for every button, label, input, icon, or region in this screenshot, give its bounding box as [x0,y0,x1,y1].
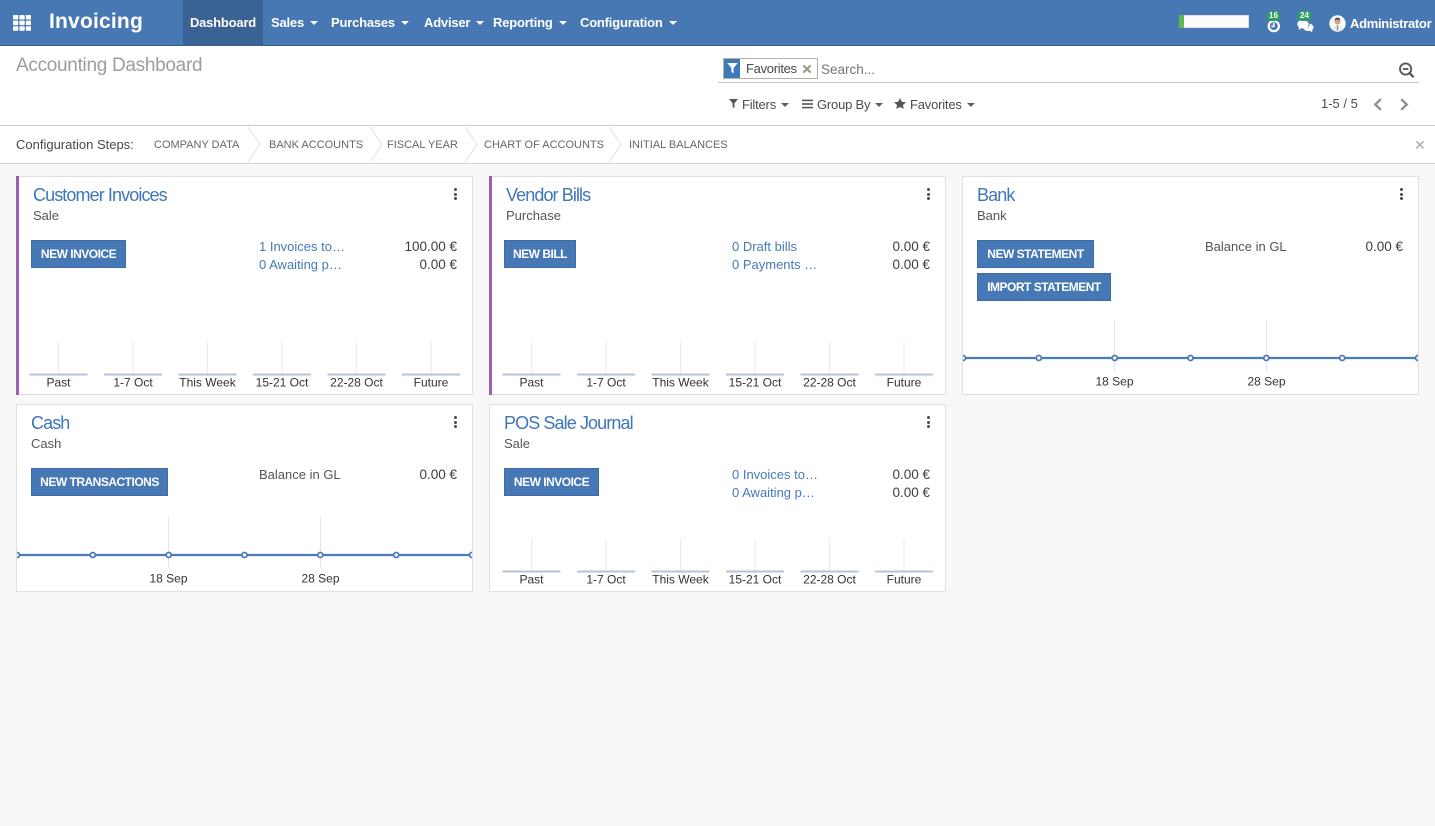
svg-text:22-28 Oct: 22-28 Oct [803,573,856,587]
svg-text:Future: Future [887,376,922,390]
svg-text:28 Sep: 28 Sep [301,572,339,586]
svg-text:18 Sep: 18 Sep [1095,375,1133,389]
svg-text:Future: Future [414,376,449,390]
svg-text:22-28 Oct: 22-28 Oct [330,376,383,390]
svg-text:Future: Future [887,573,922,587]
svg-text:15-21 Oct: 15-21 Oct [729,573,782,587]
svg-text:18 Sep: 18 Sep [149,572,187,586]
svg-text:15-21 Oct: 15-21 Oct [256,376,309,390]
svg-text:1-7 Oct: 1-7 Oct [113,376,153,390]
svg-text:This Week: This Week [652,573,709,587]
svg-text:This Week: This Week [179,376,236,390]
svg-text:Past: Past [519,573,544,587]
svg-text:Past: Past [519,376,544,390]
svg-text:28 Sep: 28 Sep [1247,375,1285,389]
svg-text:Past: Past [46,376,71,390]
svg-text:1-7 Oct: 1-7 Oct [586,376,626,390]
svg-text:1-7 Oct: 1-7 Oct [586,573,626,587]
svg-text:22-28 Oct: 22-28 Oct [803,376,856,390]
svg-text:This Week: This Week [652,376,709,390]
svg-text:15-21 Oct: 15-21 Oct [729,376,782,390]
